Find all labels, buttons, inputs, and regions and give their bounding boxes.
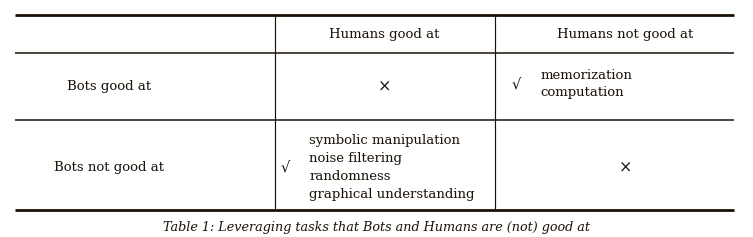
Text: Bots good at: Bots good at xyxy=(67,80,151,93)
Text: ×: × xyxy=(377,78,391,95)
Text: symbolic manipulation
noise filtering
randomness
graphical understanding: symbolic manipulation noise filtering ra… xyxy=(309,134,475,201)
Text: Table 1: Leveraging tasks that Bots and Humans are (not) good at: Table 1: Leveraging tasks that Bots and … xyxy=(163,221,590,233)
Text: memorization
computation: memorization computation xyxy=(541,69,633,99)
Text: √: √ xyxy=(512,77,521,91)
Text: Humans good at: Humans good at xyxy=(329,28,439,41)
Text: √: √ xyxy=(281,160,290,174)
Text: ×: × xyxy=(618,159,632,176)
Text: Bots not good at: Bots not good at xyxy=(54,161,164,173)
Text: Humans not good at: Humans not good at xyxy=(557,28,693,41)
